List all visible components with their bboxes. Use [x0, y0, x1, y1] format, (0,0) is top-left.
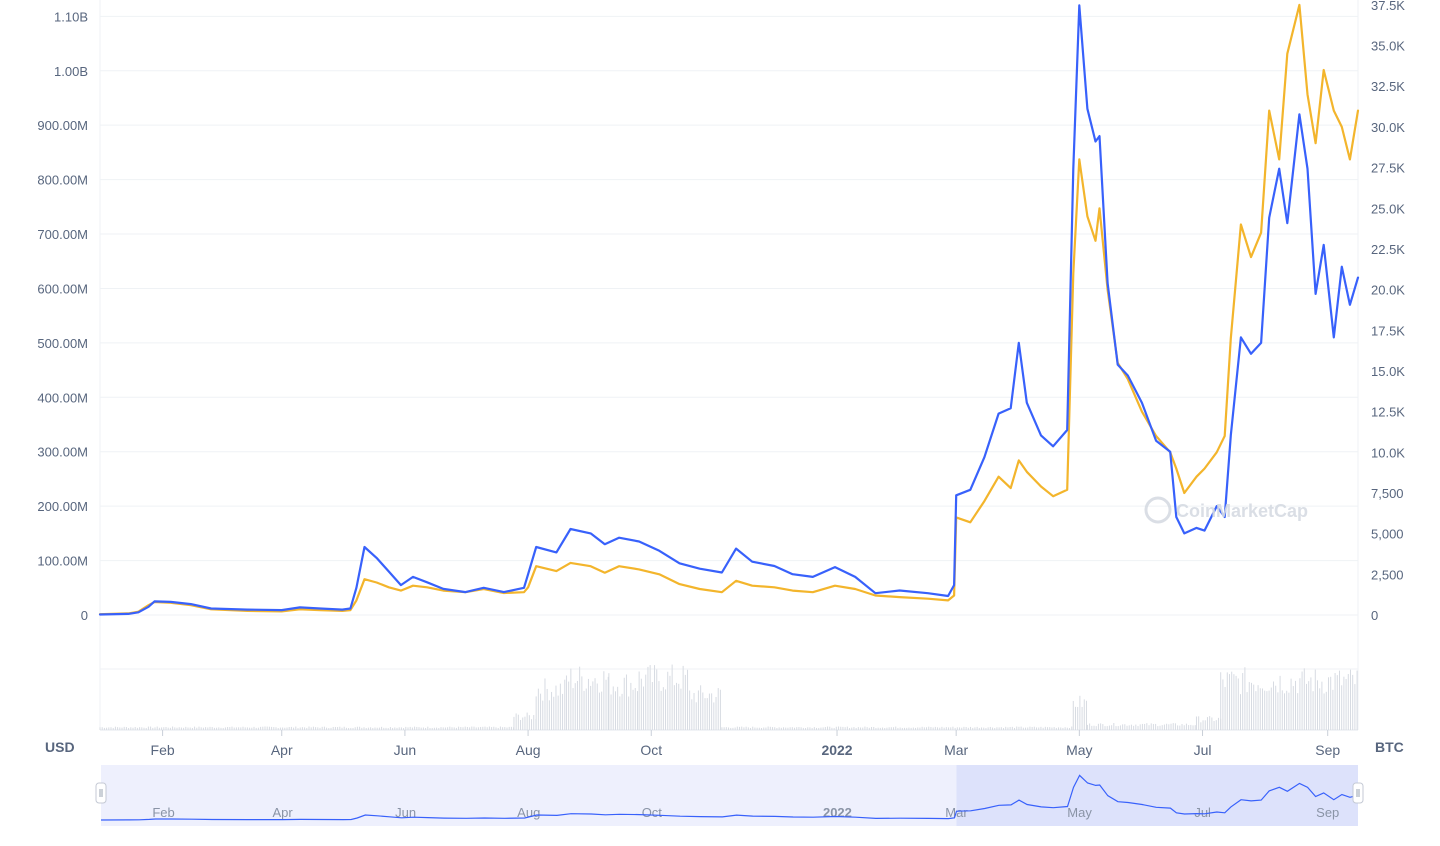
navigator-labels: Feb Apr Jun Aug Oct 2022 Mar May Jul Sep	[152, 805, 1339, 820]
x-axis-ticks: Feb Apr Jun Aug Oct 2022 Mar May Jul Sep	[151, 730, 1340, 758]
left-axis-tick-label: 500.00M	[37, 336, 88, 351]
x-axis-tick-label: Jun	[394, 742, 417, 758]
left-axis-tick-label: 600.00M	[37, 281, 88, 296]
x-axis-tick-label: Jul	[1194, 742, 1212, 758]
navigator-label: 2022	[823, 805, 852, 820]
x-axis-tick-label: Feb	[151, 742, 175, 758]
x-axis-tick-label: Aug	[516, 742, 541, 758]
left-axis-tick-label: 1.00B	[54, 64, 88, 79]
right-axis-tick-label: 17.5K	[1371, 323, 1405, 338]
right-axis-tick-label: 22.5K	[1371, 242, 1405, 257]
left-axis-tick-label: 300.00M	[37, 445, 88, 460]
left-axis-tick-label: 200.00M	[37, 499, 88, 514]
left-axis-tick-label: 0	[81, 608, 88, 623]
right-axis-tick-label: 20.0K	[1371, 283, 1405, 298]
navigator-label: Mar	[945, 805, 968, 820]
navigator-label: May	[1067, 805, 1092, 820]
navigator-label: Sep	[1316, 805, 1339, 820]
left-axis-ticks: 0 100.00M 200.00M 300.00M 400.00M 500.00M 600.…	[37, 9, 88, 623]
right-axis-tick-label: 27.5K	[1371, 161, 1405, 176]
right-axis-unit: BTC	[1375, 739, 1404, 755]
x-axis-tick-label: Apr	[271, 742, 293, 758]
right-axis-tick-label: 5,000	[1371, 527, 1404, 542]
right-axis-tick-label: 30.0K	[1371, 120, 1405, 135]
navigator-label: Oct	[642, 805, 663, 820]
btc-series-line	[98, 3, 1360, 616]
usd-series-line	[98, 4, 1360, 616]
left-axis-tick-label: 700.00M	[37, 227, 88, 242]
grid-lines	[99, 0, 1359, 731]
navigator-label: Jul	[1194, 805, 1211, 820]
navigator-line	[100, 774, 1359, 821]
left-axis-tick-label: 1.10B	[54, 9, 88, 24]
x-axis-tick-label: Oct	[640, 742, 662, 758]
right-axis-tick-label: 37.5K	[1371, 0, 1405, 13]
series-lines	[98, 3, 1360, 616]
left-axis-unit: USD	[45, 739, 75, 755]
right-axis-tick-label: 25.0K	[1371, 201, 1405, 216]
navigator-left-handle[interactable]	[95, 782, 107, 804]
watermark-text: CoinMarketCap	[1176, 501, 1308, 521]
right-axis-tick-label: 32.5K	[1371, 79, 1405, 94]
watermark: CoinMarketCap	[1144, 496, 1308, 524]
right-axis-tick-label: 12.5K	[1371, 405, 1405, 420]
left-axis-tick-label: 400.00M	[37, 390, 88, 405]
navigator-label: Feb	[152, 805, 174, 820]
right-axis-tick-label: 2,500	[1371, 567, 1404, 582]
right-axis-ticks: 0 2,500 5,000 7,500 10.0K 12.5K 15.0K 17.5K 20.0…	[1371, 0, 1405, 623]
left-axis-tick-label: 100.00M	[37, 554, 88, 569]
navigator-selected-range[interactable]	[956, 765, 1358, 826]
right-axis-tick-label: 35.0K	[1371, 39, 1405, 54]
x-axis-tick-label: Mar	[944, 742, 968, 758]
navigator-label: Aug	[517, 805, 540, 820]
coinmarketcap-logo-icon	[1144, 496, 1172, 524]
navigator-label: Jun	[395, 805, 416, 820]
right-axis-tick-label: 10.0K	[1371, 445, 1405, 460]
right-axis-tick-label: 0	[1371, 608, 1378, 623]
left-axis-tick-label: 800.00M	[37, 173, 88, 188]
x-axis-tick-label: 2022	[821, 742, 852, 758]
range-navigator[interactable]: Feb Apr Jun Aug Oct 2022 Mar May Jul Sep	[95, 765, 1364, 826]
x-axis-tick-label: Sep	[1315, 742, 1340, 758]
x-axis-tick-label: May	[1066, 742, 1092, 758]
volume-bars	[99, 664, 1358, 730]
right-axis-tick-label: 15.0K	[1371, 364, 1405, 379]
left-axis-tick-label: 900.00M	[37, 118, 88, 133]
right-axis-tick-label: 7,500	[1371, 486, 1404, 501]
navigator-label: Apr	[272, 805, 293, 820]
navigator-right-handle[interactable]	[1352, 782, 1364, 804]
